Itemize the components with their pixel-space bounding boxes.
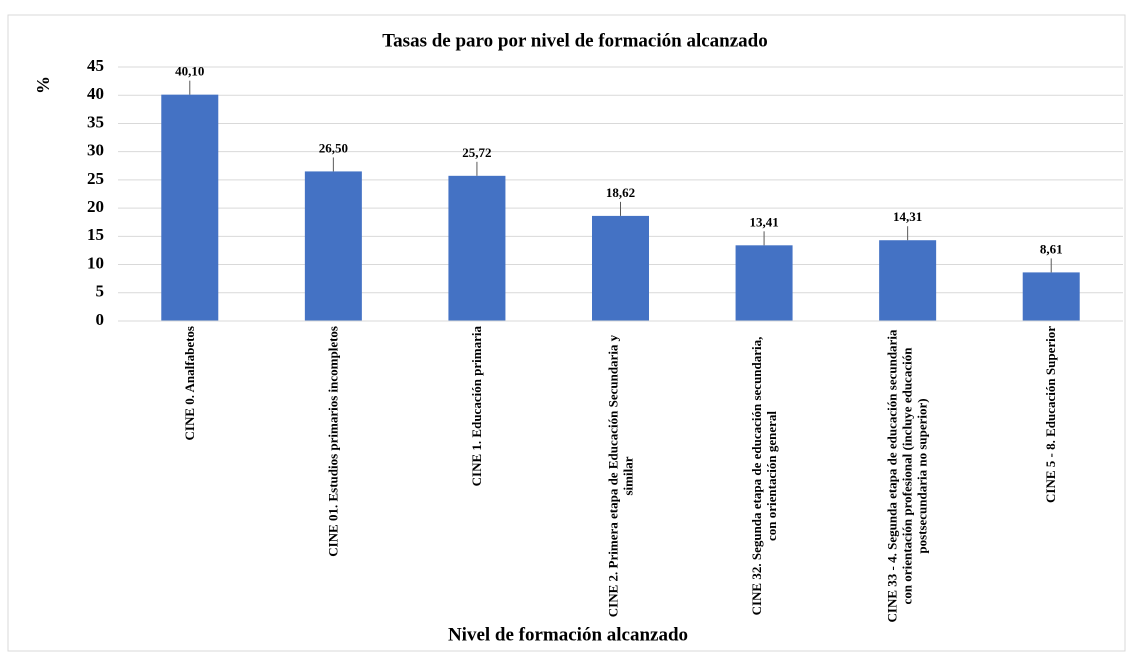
x-tick-label: CINE 32. Segunda etapa de educación secu… [749, 336, 780, 616]
y-tick-label: 40 [87, 84, 104, 103]
x-tick-label-wrap: CINE 0. Analfabetos [118, 326, 262, 626]
x-tick-label: CINE 5 - 8. Educación Superior [1043, 326, 1059, 503]
x-tick-label: CINE 01. Estudios primarios incompletos [325, 326, 341, 557]
bar [879, 240, 937, 321]
y-tick-label: 30 [87, 141, 104, 160]
x-tick-label: CINE 2. Primera etapa de Educación Secun… [605, 334, 636, 618]
value-label: 14,31 [893, 209, 922, 224]
x-tick-label-box: CINE 32. Segunda etapa de educación secu… [692, 326, 836, 626]
value-label: 25,72 [462, 145, 491, 160]
y-tick-label: 0 [96, 310, 105, 329]
x-tick-label-box: CINE 5 - 8. Educación Superior [979, 326, 1123, 626]
bar [1022, 272, 1080, 321]
value-label: 40,10 [175, 64, 204, 79]
y-tick-label: 15 [87, 225, 104, 244]
y-axis-title: % [33, 76, 53, 94]
y-tick-label: 10 [87, 253, 104, 272]
x-tick-label-box: CINE 0. Analfabetos [118, 326, 262, 626]
x-tick-label-box: CINE 01. Estudios primarios incompletos [262, 326, 406, 626]
y-tick-label: 5 [96, 282, 105, 301]
x-tick-label: CINE 33 - 4. Segunda etapa de educación … [885, 329, 931, 623]
x-tick-label: CINE 0. Analfabetos [182, 326, 198, 441]
bar [304, 171, 362, 321]
x-tick-label-wrap: CINE 1. Educación primaria [405, 326, 549, 626]
value-label: 18,62 [606, 185, 635, 200]
value-label: 8,61 [1040, 241, 1063, 256]
x-tick-label-box: CINE 2. Primera etapa de Educación Secun… [549, 326, 693, 626]
y-tick-label: 35 [87, 112, 104, 131]
y-tick-label: 20 [87, 197, 104, 216]
bar [448, 175, 506, 321]
bar [592, 215, 649, 321]
y-tick-label: 45 [87, 56, 104, 75]
x-tick-label: CINE 1. Educación primaria [469, 326, 485, 487]
x-tick-label-wrap: CINE 33 - 4. Segunda etapa de educación … [836, 326, 980, 626]
bar [161, 94, 219, 321]
x-tick-label-wrap: CINE 5 - 8. Educación Superior [979, 326, 1123, 626]
y-tick-label: 25 [87, 169, 104, 188]
x-tick-label-wrap: CINE 2. Primera etapa de Educación Secun… [549, 326, 693, 626]
x-tick-label-wrap: CINE 32. Segunda etapa de educación secu… [692, 326, 836, 626]
chart-title: Tasas de paro por nivel de formación alc… [382, 30, 767, 51]
value-label: 13,41 [749, 214, 778, 229]
x-tick-label-wrap: CINE 01. Estudios primarios incompletos [262, 326, 406, 626]
x-tick-label-box: CINE 1. Educación primaria [405, 326, 549, 626]
bar [735, 245, 793, 321]
x-axis-title: Nivel de formación alcanzado [448, 624, 688, 645]
value-label: 26,50 [319, 140, 348, 155]
x-tick-label-box: CINE 33 - 4. Segunda etapa de educación … [836, 326, 980, 626]
